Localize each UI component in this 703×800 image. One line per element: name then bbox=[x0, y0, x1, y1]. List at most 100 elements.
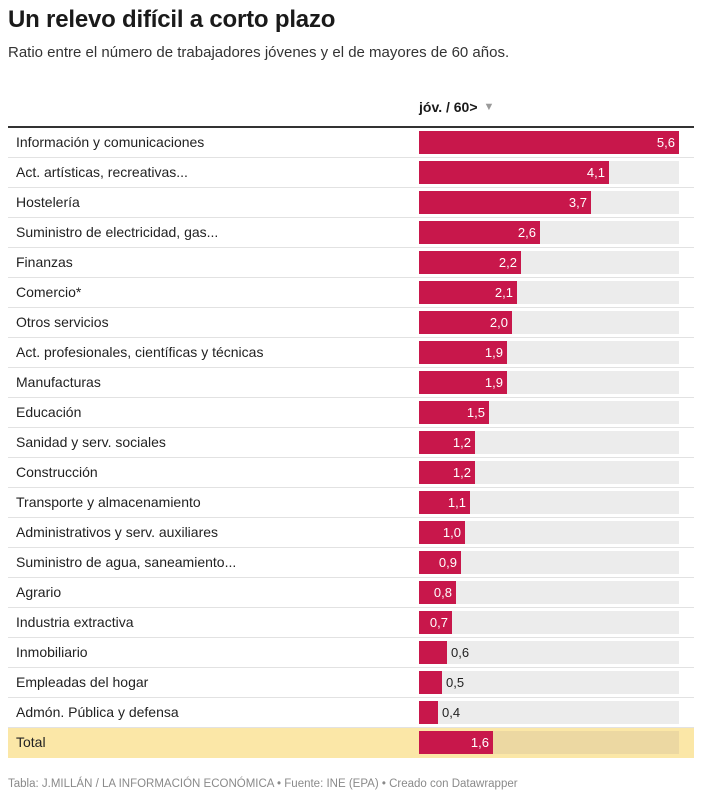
bar bbox=[419, 161, 609, 184]
bar bbox=[419, 521, 465, 544]
table-row: Industria extractiva 0,7 bbox=[8, 608, 694, 638]
bar-track: 0,4 bbox=[419, 701, 679, 724]
row-label: Otros servicios bbox=[16, 314, 109, 330]
bar-value-label: 5,6 bbox=[656, 135, 675, 150]
row-label: Agrario bbox=[16, 584, 62, 600]
bar bbox=[419, 701, 438, 724]
row-label: Industria extractiva bbox=[16, 614, 134, 630]
table-row: Información y comunicaciones 5,6 bbox=[8, 128, 694, 158]
table-row: Act. profesionales, científicas y técnic… bbox=[8, 338, 694, 368]
bar-track: 1,6 bbox=[419, 731, 679, 754]
bar bbox=[419, 641, 447, 664]
table-row: Comercio* 2,1 bbox=[8, 278, 694, 308]
footer-created: • Creado con Datawrapper bbox=[381, 778, 518, 790]
bar-track: 0,5 bbox=[419, 671, 679, 694]
bar-track: 2,1 bbox=[419, 281, 679, 304]
footer-credit: Tabla: J.MILLÁN / LA INFORMACIÓN ECONÓMI… bbox=[8, 778, 274, 790]
bar bbox=[419, 191, 591, 214]
row-label: Hostelería bbox=[16, 194, 80, 210]
bar-value-label: 0,8 bbox=[433, 585, 452, 600]
bar bbox=[419, 341, 507, 364]
triangle-down-icon[interactable]: ▼ bbox=[483, 101, 495, 113]
row-label: Act. profesionales, científicas y técnic… bbox=[16, 344, 264, 360]
table-row: Administrativos y serv. auxiliares 1,0 bbox=[8, 518, 694, 548]
chart-footer: Tabla: J.MILLÁN / LA INFORMACIÓN ECONÓMI… bbox=[8, 778, 518, 790]
bar-value-label: 0,5 bbox=[446, 675, 465, 690]
table-row: Admón. Pública y defensa 0,4 bbox=[8, 698, 694, 728]
bar-value-label: 1,2 bbox=[452, 465, 471, 480]
bar-value-label: 1,1 bbox=[447, 495, 466, 510]
bar-value-label: 0,6 bbox=[451, 645, 470, 660]
bar bbox=[419, 431, 475, 454]
row-label: Educación bbox=[16, 404, 82, 420]
bar bbox=[419, 491, 470, 514]
bar-value-label: 1,5 bbox=[466, 405, 485, 420]
row-label: Inmobiliario bbox=[16, 644, 88, 660]
bar-track: 0,6 bbox=[419, 641, 679, 664]
column-header-label: jóv. / 60> bbox=[419, 99, 478, 115]
bar-track: 3,7 bbox=[419, 191, 679, 214]
row-label: Suministro de electricidad, gas... bbox=[16, 224, 219, 240]
bar-track: 0,9 bbox=[419, 551, 679, 574]
row-label: Transporte y almacenamiento bbox=[16, 494, 201, 510]
bar bbox=[419, 461, 475, 484]
bar-track: 1,2 bbox=[419, 431, 679, 454]
table-row: Suministro de agua, saneamiento... 0,9 bbox=[8, 548, 694, 578]
column-header-ratio[interactable]: jóv. / 60> ▼ bbox=[419, 99, 494, 115]
bar-track: 2,6 bbox=[419, 221, 679, 244]
bar bbox=[419, 221, 540, 244]
row-label: Administrativos y serv. auxiliares bbox=[16, 524, 219, 540]
table-row: Agrario 0,8 bbox=[8, 578, 694, 608]
bar-value-label: 2,0 bbox=[489, 315, 508, 330]
bar-track: 0,8 bbox=[419, 581, 679, 604]
bar-value-label: 0,4 bbox=[442, 705, 461, 720]
table-row: Educación 1,5 bbox=[8, 398, 694, 428]
row-label: Admón. Pública y defensa bbox=[16, 704, 179, 720]
row-label: Total bbox=[16, 734, 46, 750]
bar-track: 1,1 bbox=[419, 491, 679, 514]
row-label: Manufacturas bbox=[16, 374, 101, 390]
bar bbox=[419, 251, 521, 274]
row-label: Comercio* bbox=[16, 284, 82, 300]
table-row: Construcción 1,2 bbox=[8, 458, 694, 488]
bar-track: 1,0 bbox=[419, 521, 679, 544]
row-label: Información y comunicaciones bbox=[16, 134, 205, 150]
bar bbox=[419, 611, 452, 634]
bar-value-label: 1,9 bbox=[484, 375, 503, 390]
row-label: Suministro de agua, saneamiento... bbox=[16, 554, 237, 570]
bar-track: 1,9 bbox=[419, 341, 679, 364]
table-row: Manufacturas 1,9 bbox=[8, 368, 694, 398]
bar-value-label: 0,9 bbox=[438, 555, 457, 570]
bar bbox=[419, 401, 489, 424]
bar bbox=[419, 131, 679, 154]
bar-track: 2,0 bbox=[419, 311, 679, 334]
bar-track: 1,9 bbox=[419, 371, 679, 394]
table-row: Hostelería 3,7 bbox=[8, 188, 694, 218]
bar-value-label: 1,6 bbox=[470, 735, 489, 750]
bar-track: 0,7 bbox=[419, 611, 679, 634]
row-label: Construcción bbox=[16, 464, 98, 480]
bar bbox=[419, 371, 507, 394]
bar-track: 4,1 bbox=[419, 161, 679, 184]
row-label: Sanidad y serv. sociales bbox=[16, 434, 166, 450]
bar-value-label: 2,6 bbox=[517, 225, 536, 240]
table-row: Act. artísticas, recreativas... 4,1 bbox=[8, 158, 694, 188]
bar-value-label: 2,2 bbox=[498, 255, 517, 270]
row-label: Empleadas del hogar bbox=[16, 674, 149, 690]
bar bbox=[419, 671, 442, 694]
bar bbox=[419, 311, 512, 334]
table-row: Transporte y almacenamiento 1,1 bbox=[8, 488, 694, 518]
bar-value-label: 1,9 bbox=[484, 345, 503, 360]
table-row: Sanidad y serv. sociales 1,2 bbox=[8, 428, 694, 458]
bar-value-label: 4,1 bbox=[586, 165, 605, 180]
bar-track: 1,2 bbox=[419, 461, 679, 484]
bar-value-label: 2,1 bbox=[494, 285, 513, 300]
table-row: Empleadas del hogar 0,5 bbox=[8, 668, 694, 698]
chart-subtitle: Ratio entre el número de trabajadores jó… bbox=[8, 44, 510, 61]
bar bbox=[419, 281, 517, 304]
bar-value-label: 0,7 bbox=[429, 615, 448, 630]
table-row: Suministro de electricidad, gas... 2,6 bbox=[8, 218, 694, 248]
table-row: Finanzas 2,2 bbox=[8, 248, 694, 278]
bar bbox=[419, 551, 461, 574]
bar-track: 5,6 bbox=[419, 131, 679, 154]
